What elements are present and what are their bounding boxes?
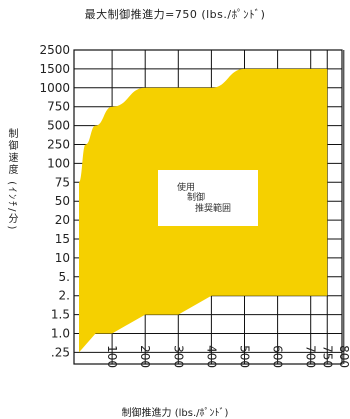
y-tick-label: 50: [55, 194, 70, 208]
y-tick-label: 10: [55, 251, 70, 265]
x-tick-labels: 100 200 300 400 500 600 700 750 800: [105, 345, 350, 368]
x-tick-label: 800: [337, 345, 350, 368]
x-tick-label: 300: [171, 345, 185, 368]
y-tick-label: .25: [51, 345, 70, 359]
y-tick-label: 75: [55, 175, 70, 189]
x-tick-label: 400: [204, 345, 218, 368]
annotation-line: 推奨範囲: [195, 202, 231, 214]
y-axis-label: 制御速度 (ｲﾝﾁ/分): [6, 128, 17, 232]
y-tick-label: 750: [47, 100, 70, 114]
chart-title: 最大制御推進力=750 (lbs./ﾎﾟﾝﾄﾞ): [84, 8, 266, 21]
x-tick-label: 750: [320, 345, 334, 368]
x-axis-label: 制御推進力 (lbs./ﾎﾟﾝﾄﾞ): [121, 408, 229, 419]
x-tick-label: 700: [304, 345, 318, 368]
y-tick-label: 100: [47, 156, 70, 170]
annotation-line: 使用: [177, 181, 195, 193]
x-tick-label: 100: [105, 345, 119, 368]
y-tick-label: 2.: [59, 289, 70, 303]
annotation-background: [158, 170, 258, 226]
y-tick-label: 1500: [39, 62, 70, 76]
x-tick-label: 500: [238, 345, 252, 368]
y-tick-label: 1.5: [51, 308, 70, 322]
y-tick-label: 15: [55, 232, 70, 246]
y-tick-label: 500: [47, 119, 70, 133]
y-tick-label: 1.0: [51, 327, 70, 341]
y-tick-labels: .25 1.0 1.5 2. 5. 10 15 20 50 75 100 250 500 750 1000 1…: [39, 43, 70, 359]
plot-frame: [73, 49, 343, 365]
annotation-box: 使用 制御 推奨範囲: [158, 170, 258, 226]
y-tick-label: 5.: [59, 270, 70, 284]
x-tick-label: 200: [138, 345, 152, 368]
annotation-line: 制御: [187, 191, 205, 203]
y-tick-label: 20: [55, 213, 70, 227]
x-tick-label: 600: [271, 345, 285, 368]
y-tick-label: 2500: [39, 43, 70, 57]
y-tick-label: 250: [47, 138, 70, 152]
y-tick-label: 1000: [39, 81, 70, 95]
